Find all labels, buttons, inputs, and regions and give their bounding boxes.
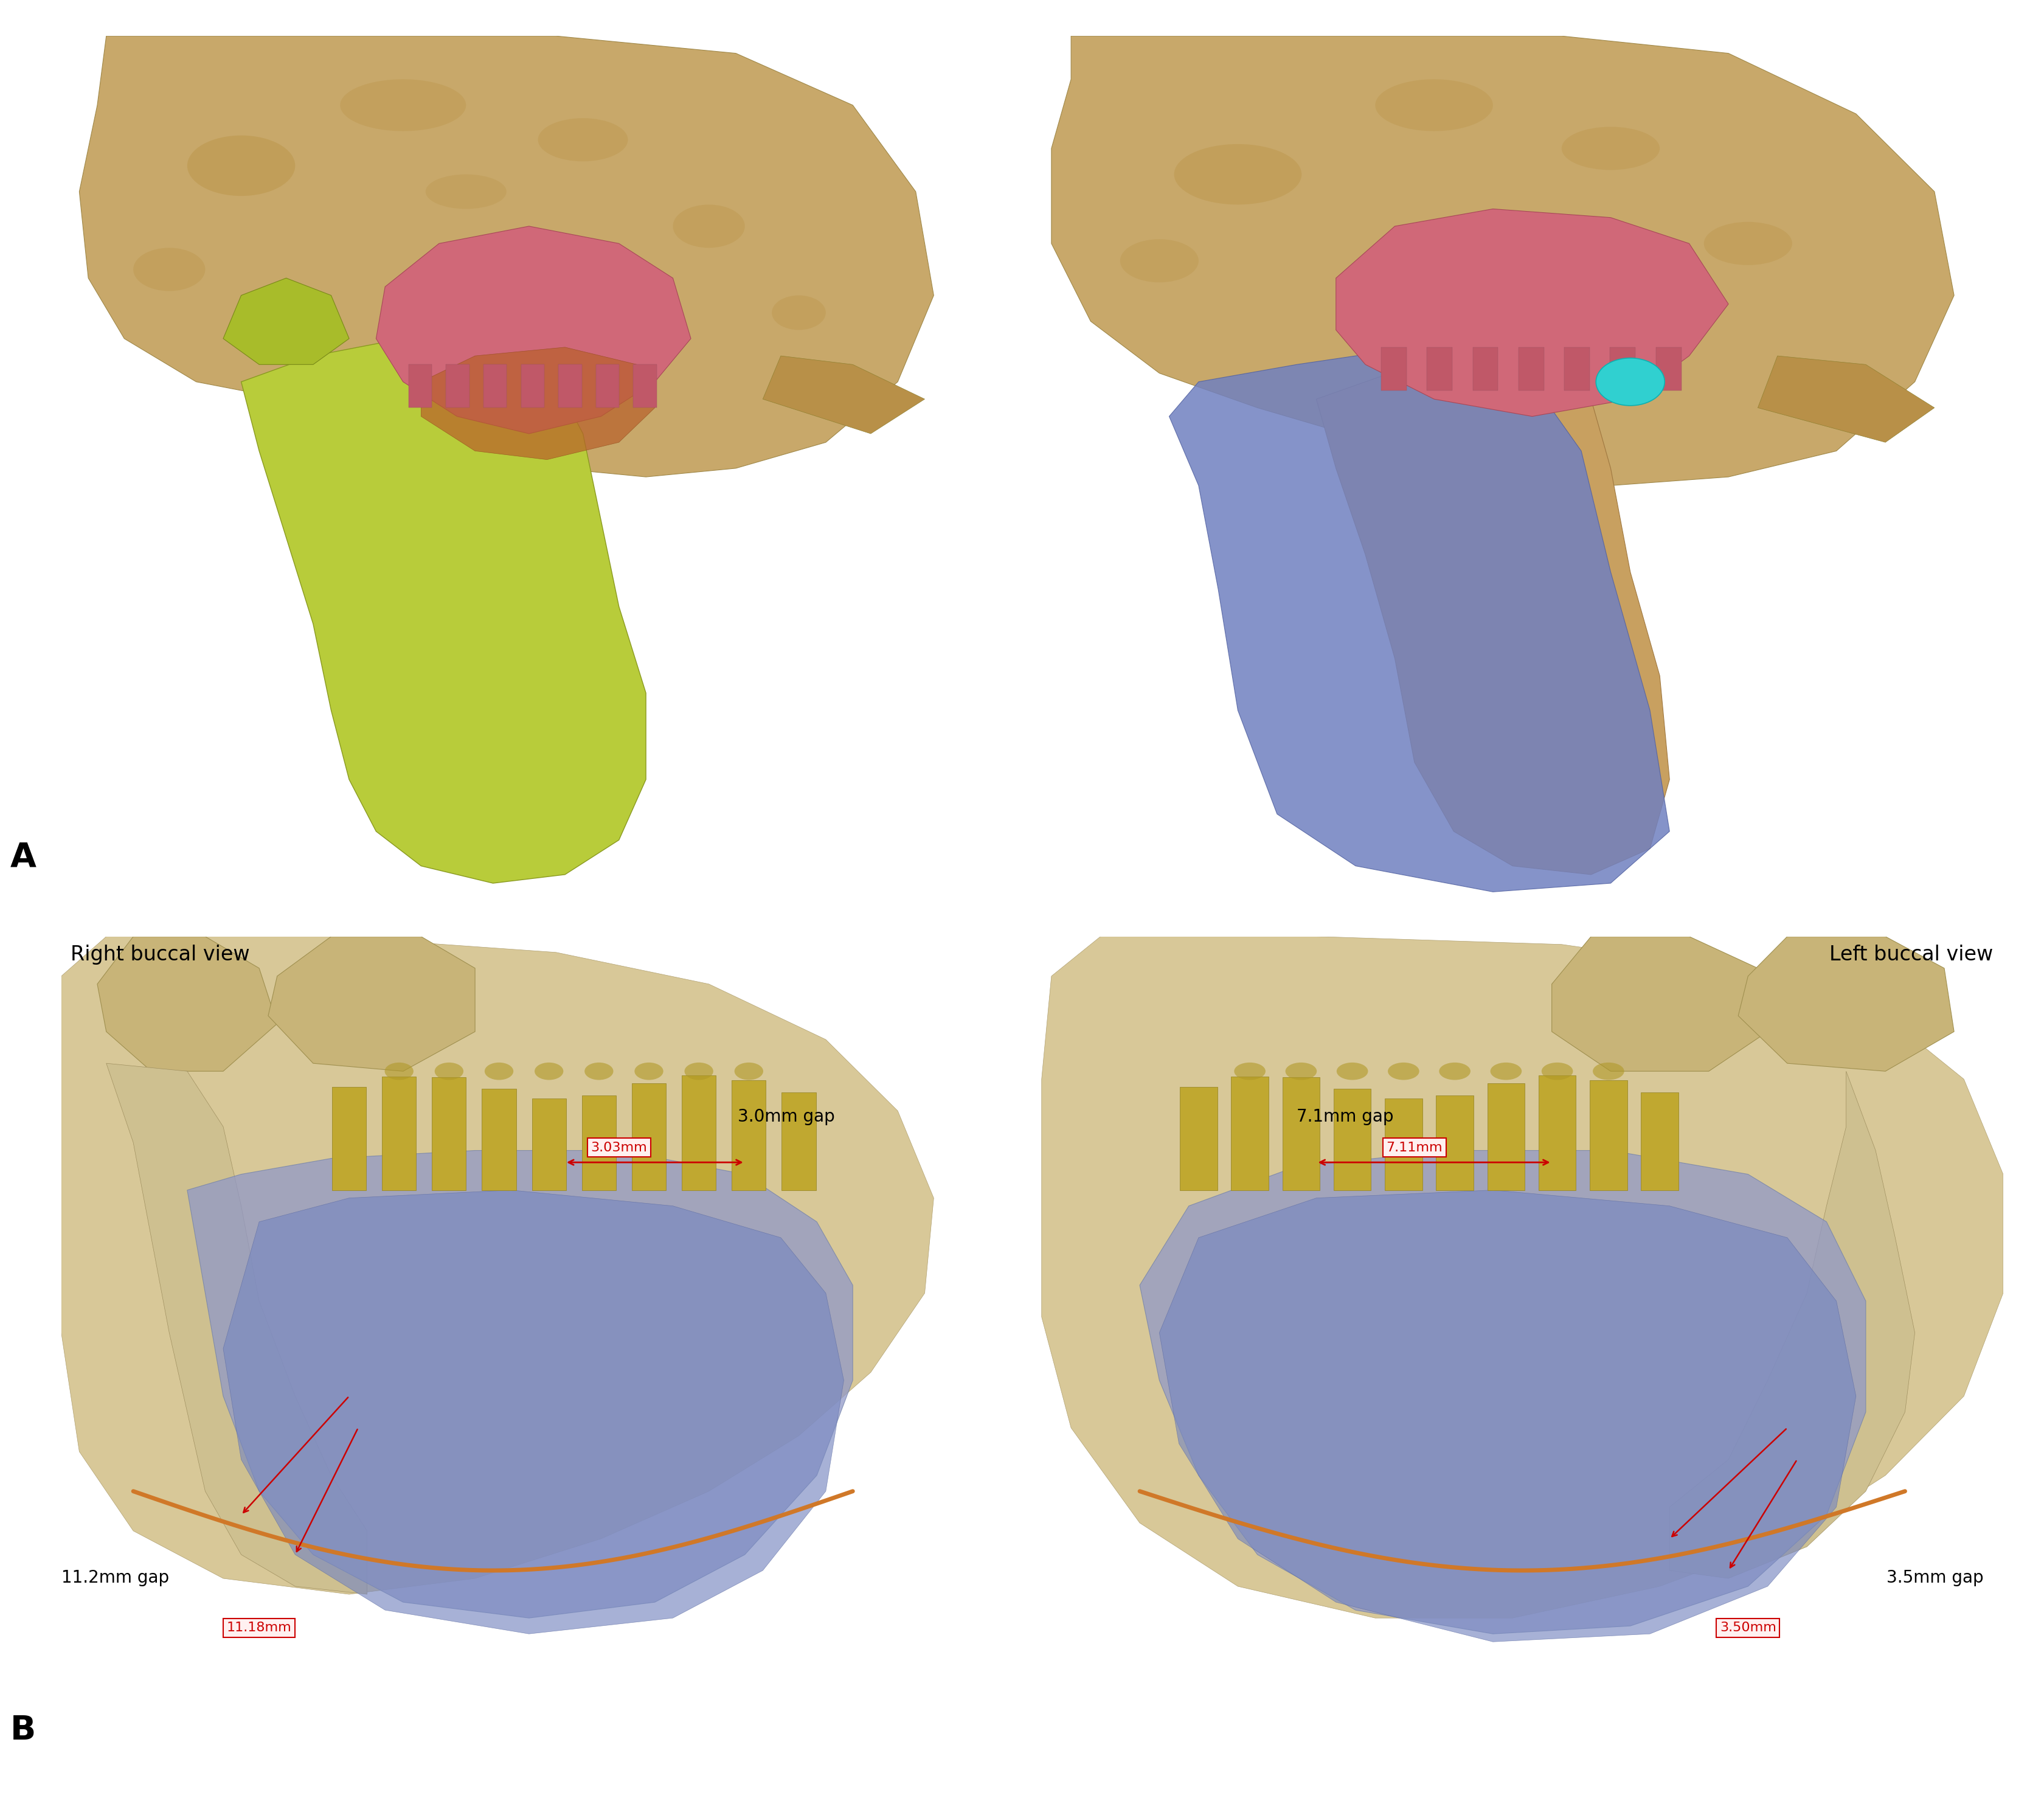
Ellipse shape <box>1596 358 1664 405</box>
Polygon shape <box>1169 348 1670 891</box>
Bar <box>634 364 656 407</box>
Polygon shape <box>1737 937 1954 1072</box>
Ellipse shape <box>1388 1063 1419 1081</box>
Bar <box>521 364 544 407</box>
Bar <box>1539 1075 1576 1190</box>
Polygon shape <box>1337 209 1729 416</box>
Ellipse shape <box>536 1063 564 1081</box>
Bar <box>781 1093 816 1190</box>
Bar <box>1386 1099 1423 1190</box>
Text: A: A <box>10 841 37 873</box>
Bar <box>484 364 507 407</box>
Ellipse shape <box>425 175 507 209</box>
Bar <box>431 1077 466 1190</box>
Ellipse shape <box>634 1063 664 1081</box>
Polygon shape <box>762 357 924 434</box>
Polygon shape <box>1758 357 1934 443</box>
Bar <box>597 364 619 407</box>
Polygon shape <box>1042 937 2003 1617</box>
Polygon shape <box>1551 937 1768 1072</box>
Ellipse shape <box>484 1063 513 1081</box>
Polygon shape <box>376 227 691 434</box>
Ellipse shape <box>1173 144 1302 205</box>
Ellipse shape <box>538 119 628 162</box>
Bar <box>446 364 470 407</box>
Text: Left buccal view: Left buccal view <box>1829 944 1993 965</box>
Ellipse shape <box>339 79 466 131</box>
Bar <box>1488 1084 1525 1190</box>
Polygon shape <box>106 1063 368 1594</box>
Polygon shape <box>1159 1190 1856 1643</box>
Ellipse shape <box>1541 1063 1574 1081</box>
Bar <box>1590 1081 1627 1190</box>
Bar <box>583 1095 615 1190</box>
Polygon shape <box>61 937 934 1594</box>
Bar <box>683 1075 715 1190</box>
Bar <box>409 364 431 407</box>
Bar <box>331 1088 366 1190</box>
Text: 3.03mm: 3.03mm <box>591 1142 648 1154</box>
Bar <box>1437 1095 1474 1190</box>
Bar <box>1564 348 1590 391</box>
Ellipse shape <box>734 1063 762 1081</box>
Bar <box>1382 348 1406 391</box>
Ellipse shape <box>1235 1063 1265 1081</box>
Bar <box>1427 348 1453 391</box>
Polygon shape <box>421 348 654 459</box>
Bar <box>1472 348 1498 391</box>
Bar <box>1641 1093 1678 1190</box>
Ellipse shape <box>188 135 294 196</box>
Text: 11.18mm: 11.18mm <box>227 1621 292 1634</box>
Text: B: B <box>10 1715 37 1747</box>
Ellipse shape <box>773 295 826 330</box>
Ellipse shape <box>1439 1063 1470 1081</box>
Bar <box>382 1077 417 1190</box>
Ellipse shape <box>1562 126 1660 169</box>
Ellipse shape <box>1592 1063 1625 1081</box>
Bar <box>482 1090 515 1190</box>
Text: 7.11mm: 7.11mm <box>1386 1142 1443 1154</box>
Bar <box>1656 348 1682 391</box>
Ellipse shape <box>435 1063 464 1081</box>
Ellipse shape <box>1286 1063 1316 1081</box>
Text: 3.50mm: 3.50mm <box>1719 1621 1776 1634</box>
Polygon shape <box>241 339 646 882</box>
Bar <box>1611 348 1635 391</box>
Bar <box>732 1081 766 1190</box>
Polygon shape <box>421 330 511 400</box>
Bar <box>1519 348 1543 391</box>
Polygon shape <box>1316 364 1670 875</box>
Text: 11.2mm gap: 11.2mm gap <box>61 1569 170 1587</box>
Ellipse shape <box>1705 222 1793 265</box>
Ellipse shape <box>1337 1063 1367 1081</box>
Polygon shape <box>98 937 278 1072</box>
Bar <box>1333 1090 1372 1190</box>
Bar <box>632 1084 666 1190</box>
Polygon shape <box>268 937 474 1072</box>
Ellipse shape <box>585 1063 613 1081</box>
Text: 3.0mm gap: 3.0mm gap <box>738 1108 834 1126</box>
Bar <box>1230 1077 1269 1190</box>
Bar <box>558 364 583 407</box>
Text: 7.1mm gap: 7.1mm gap <box>1296 1108 1394 1126</box>
Bar <box>1179 1088 1218 1190</box>
Polygon shape <box>1141 1151 1866 1634</box>
Ellipse shape <box>1490 1063 1521 1081</box>
Polygon shape <box>80 36 934 477</box>
Ellipse shape <box>1120 240 1198 283</box>
Text: Right buccal view: Right buccal view <box>69 944 249 965</box>
Text: 3.5mm gap: 3.5mm gap <box>1887 1569 1983 1587</box>
Ellipse shape <box>1376 79 1492 131</box>
Polygon shape <box>188 1151 852 1617</box>
Bar <box>1282 1077 1320 1190</box>
Ellipse shape <box>685 1063 713 1081</box>
Ellipse shape <box>384 1063 413 1081</box>
Bar <box>531 1099 566 1190</box>
Polygon shape <box>1051 36 1954 486</box>
Polygon shape <box>1670 1072 1915 1578</box>
Polygon shape <box>223 1190 844 1634</box>
Polygon shape <box>223 277 350 364</box>
Ellipse shape <box>672 205 744 249</box>
Ellipse shape <box>133 249 204 292</box>
